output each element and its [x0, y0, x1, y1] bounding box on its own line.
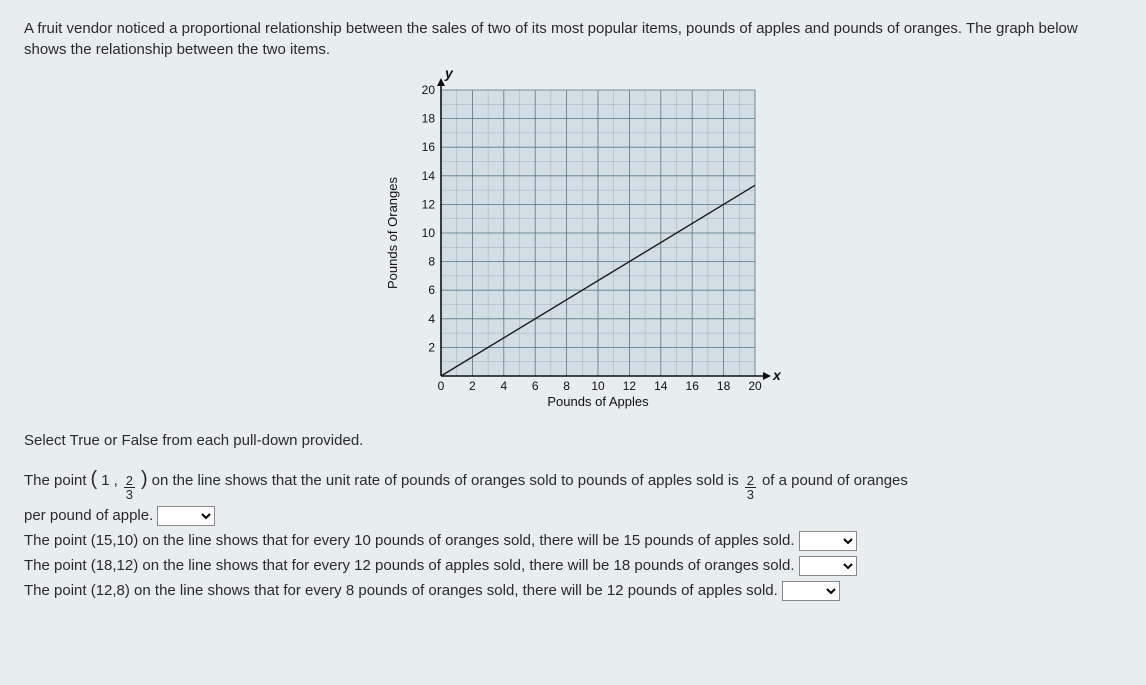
q1-frac1-den: 3 — [124, 488, 135, 501]
svg-text:Pounds of Apples: Pounds of Apples — [547, 394, 649, 409]
svg-text:4: 4 — [500, 379, 507, 393]
q1-text-tail: of a pound of oranges — [762, 470, 908, 491]
q4-text: The point (12,8) on the line shows that … — [24, 580, 778, 601]
svg-text:6: 6 — [428, 283, 435, 297]
q1-point-x: 1 — [101, 470, 109, 491]
svg-text:Pounds of Oranges: Pounds of Oranges — [385, 176, 400, 289]
q2-dropdown[interactable]: True False — [799, 531, 857, 551]
q1-point-open: ( — [91, 465, 98, 493]
q1-line2-text: per pound of apple. — [24, 505, 153, 526]
question-4: The point (12,8) on the line shows that … — [24, 580, 1122, 601]
q1-text-mid: on the line shows that the unit rate of … — [152, 470, 739, 491]
svg-text:16: 16 — [686, 379, 700, 393]
instruction-text: Select True or False from each pull-down… — [24, 430, 1122, 451]
q3-dropdown[interactable]: True False — [799, 556, 857, 576]
q1-frac1-num: 2 — [124, 474, 135, 488]
svg-text:8: 8 — [563, 379, 570, 393]
svg-text:2: 2 — [469, 379, 476, 393]
question-1: The point ( 1 , 2 3 ) on the line shows … — [24, 465, 1122, 501]
svg-text:4: 4 — [428, 312, 435, 326]
svg-text:14: 14 — [422, 169, 436, 183]
svg-text:18: 18 — [422, 112, 436, 126]
q4-dropdown[interactable]: True False — [782, 581, 840, 601]
q1-dropdown[interactable]: True False — [157, 506, 215, 526]
q1-text-pre: The point — [24, 470, 87, 491]
svg-text:12: 12 — [623, 379, 637, 393]
proportional-chart: 0 2 4 6 8 10 12 14 16 18 20 2 4 6 8 10 12 14 16 18 20 y x Pound… — [363, 68, 783, 418]
svg-text:10: 10 — [422, 226, 436, 240]
svg-text:y: y — [444, 68, 454, 81]
svg-text:12: 12 — [422, 197, 436, 211]
svg-text:2: 2 — [428, 340, 435, 354]
svg-text:16: 16 — [422, 140, 436, 154]
svg-text:6: 6 — [532, 379, 539, 393]
question-3: The point (18,12) on the line shows that… — [24, 555, 1122, 576]
svg-text:x: x — [772, 367, 782, 383]
chart-container: 0 2 4 6 8 10 12 14 16 18 20 2 4 6 8 10 12 14 16 18 20 y x Pound… — [24, 68, 1122, 418]
q1-fraction-1: 2 3 — [124, 474, 135, 501]
intro-text: A fruit vendor noticed a proportional re… — [24, 18, 1122, 60]
question-1-line2: per pound of apple. True False — [24, 505, 1122, 526]
svg-text:0: 0 — [438, 379, 445, 393]
svg-text:8: 8 — [428, 255, 435, 269]
svg-text:20: 20 — [422, 83, 436, 97]
question-2: The point (15,10) on the line shows that… — [24, 530, 1122, 551]
q3-text: The point (18,12) on the line shows that… — [24, 555, 795, 576]
q1-point-close: ) — [141, 465, 148, 493]
q1-fraction-2: 2 3 — [745, 474, 756, 501]
q2-text: The point (15,10) on the line shows that… — [24, 530, 795, 551]
svg-text:14: 14 — [654, 379, 668, 393]
svg-text:10: 10 — [591, 379, 605, 393]
svg-text:20: 20 — [748, 379, 762, 393]
svg-text:18: 18 — [717, 379, 731, 393]
q1-frac2-num: 2 — [745, 474, 756, 488]
q1-frac2-den: 3 — [745, 488, 756, 501]
q1-point-comma: , — [114, 470, 118, 491]
